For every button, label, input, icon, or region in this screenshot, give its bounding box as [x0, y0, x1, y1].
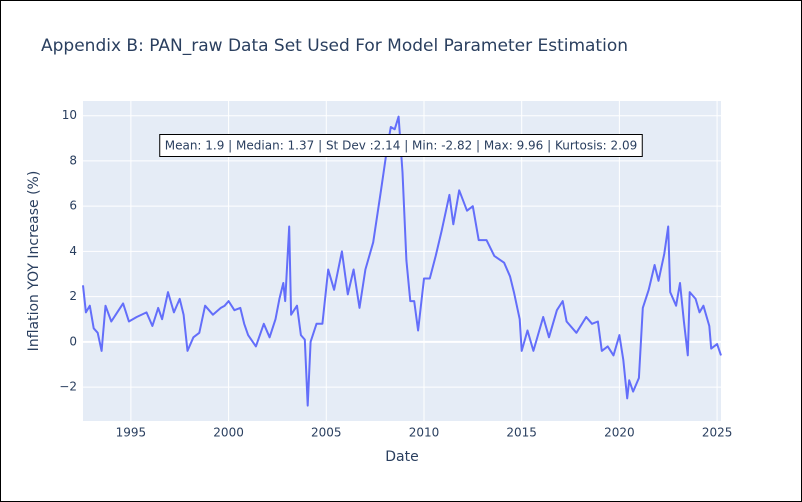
- y-tick-label: 10: [62, 108, 77, 122]
- x-axis-title: Date: [385, 449, 418, 465]
- x-tick-label: 2020: [604, 426, 635, 440]
- x-tick-label: 2025: [702, 426, 733, 440]
- x-tick-label: 2005: [311, 426, 342, 440]
- x-tick-label: 2010: [409, 426, 440, 440]
- annotation-box: [159, 134, 643, 157]
- x-tick-label: 1995: [116, 426, 147, 440]
- chart-title: Appendix B: PAN_raw Data Set Used For Mo…: [41, 36, 628, 56]
- y-tick-label: −2: [59, 380, 77, 394]
- y-axis-title: Inflation YOY Increase (%): [26, 171, 42, 352]
- annotation: Mean: 1.9 | Median: 1.37 | St Dev :2.14 …: [165, 139, 638, 153]
- x-tick-label: 2015: [506, 426, 537, 440]
- y-tick-label: 2: [69, 289, 77, 303]
- y-tick-label: 0: [69, 334, 77, 348]
- x-tick-label: 2000: [213, 426, 244, 440]
- y-tick-label: 4: [69, 244, 77, 258]
- y-tick-label: 6: [69, 199, 77, 213]
- y-tick-label: 8: [69, 153, 77, 167]
